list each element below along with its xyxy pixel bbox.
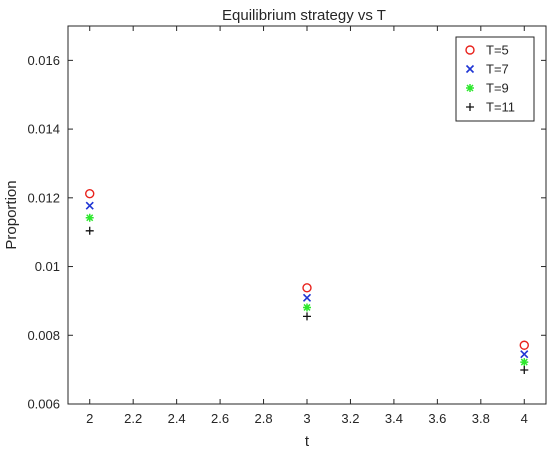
y-tick-label: 0.016 [27, 53, 60, 68]
x-tick-label: 2.4 [168, 411, 186, 426]
y-axis-label: Proportion [3, 180, 20, 249]
y-tick-label: 0.006 [27, 397, 60, 412]
legend-label: T=7 [486, 62, 509, 77]
data-point [303, 303, 311, 312]
legend-label: T=9 [486, 81, 509, 96]
data-point [85, 226, 94, 235]
x-axis-label: t [305, 433, 310, 450]
chart-title: Equilibrium strategy vs T [222, 7, 386, 24]
x-tick-label: 4 [521, 411, 528, 426]
y-tick-label: 0.014 [27, 122, 60, 137]
y-tick-label: 0.01 [35, 259, 60, 274]
y-tick-label: 0.008 [27, 328, 60, 343]
data-point [302, 283, 312, 293]
series-t-7 [85, 201, 529, 359]
x-tick-label: 2.6 [211, 411, 229, 426]
legend-marker [466, 84, 474, 92]
x-tick-label: 2 [86, 411, 93, 426]
y-tick-label: 0.012 [27, 190, 60, 205]
data-point [302, 293, 312, 302]
legend-marker [466, 103, 474, 111]
series-t-5 [85, 188, 529, 350]
data-point [303, 312, 311, 321]
x-tick-label: 3.2 [341, 411, 359, 426]
legend-label: T=5 [486, 43, 509, 58]
data-point [85, 201, 94, 210]
series-t-9 [85, 213, 529, 367]
data-point [520, 358, 529, 367]
x-tick-label: 3 [303, 411, 310, 426]
data-point [519, 340, 529, 350]
legend-marker [465, 45, 475, 55]
series-t-11 [85, 226, 529, 374]
data-point [520, 350, 529, 359]
legend-label: T=11 [486, 100, 515, 115]
x-tick-label: 3.8 [472, 411, 490, 426]
data-point [85, 188, 95, 199]
legend-marker [465, 64, 475, 74]
data-point [520, 365, 529, 374]
x-tick-label: 3.6 [428, 411, 446, 426]
x-tick-label: 2.8 [255, 411, 273, 426]
x-tick-label: 2.2 [124, 411, 142, 426]
x-tick-label: 3.4 [385, 411, 403, 426]
data-point [85, 213, 94, 222]
